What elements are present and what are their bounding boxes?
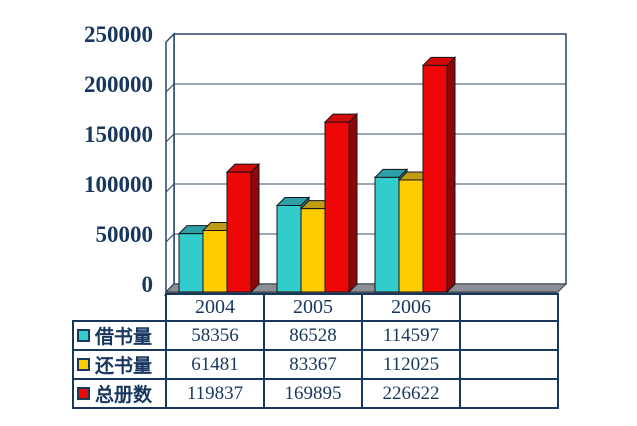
legend-swatch-return-icon xyxy=(77,358,90,371)
bars xyxy=(177,56,457,294)
legend-swatch-total-icon xyxy=(77,387,90,400)
series-label-borrow: 借书量 xyxy=(95,327,153,348)
cell-return-2006: 112025 xyxy=(361,349,461,380)
y-axis-tick xyxy=(165,33,175,43)
y-axis-tick xyxy=(165,183,175,193)
legend-item-total: 总册数 xyxy=(72,378,167,409)
cell-return-2004: 61481 xyxy=(165,349,265,380)
y-axis-tick xyxy=(165,133,175,143)
bar-总册数-2004 xyxy=(226,171,252,293)
cell-total-empty xyxy=(459,378,559,409)
bar-还书量-2004 xyxy=(202,230,228,293)
data-table: 2004 2005 2006 借书量 58356 86528 114597 还书… xyxy=(72,293,559,409)
bar-借书量-2004 xyxy=(178,233,204,293)
bar-还书量-2005 xyxy=(300,208,326,293)
bar-side-总册数-2005 xyxy=(348,112,358,294)
plot-left-wall xyxy=(165,32,175,294)
series-label-total: 总册数 xyxy=(95,385,153,406)
y-axis-label: 250000 xyxy=(84,22,153,47)
bar-总册数-2005 xyxy=(324,121,350,293)
table-header-row: 2004 2005 2006 xyxy=(73,293,559,322)
y-axis-label: 100000 xyxy=(84,172,153,197)
bar-总册数-2006 xyxy=(422,64,448,293)
category-label-2006: 2006 xyxy=(361,293,461,322)
legend-item-return: 还书量 xyxy=(72,349,167,380)
bar-还书量-2006 xyxy=(398,179,424,293)
y-axis-tick xyxy=(165,83,175,93)
chart-canvas: 250000 200000 150000 100000 50000 0 xyxy=(84,22,568,297)
cell-total-2004: 119837 xyxy=(165,378,265,409)
y-axis-labels: 250000 200000 150000 100000 50000 0 xyxy=(84,22,153,297)
cell-return-empty xyxy=(459,349,559,380)
bar-side-总册数-2006 xyxy=(446,56,456,294)
cell-borrow-empty xyxy=(459,320,559,351)
y-axis-tick xyxy=(165,233,175,243)
table-row-total: 总册数 119837 169895 226622 xyxy=(72,378,559,409)
cell-total-2005: 169895 xyxy=(263,378,363,409)
legend-item-borrow: 借书量 xyxy=(72,320,167,351)
cell-borrow-2004: 58356 xyxy=(165,320,265,351)
table-corner-blank xyxy=(73,294,166,321)
bar-side-总册数-2004 xyxy=(250,162,260,294)
y-axis-label: 200000 xyxy=(84,72,153,97)
table-row-return: 还书量 61481 83367 112025 xyxy=(72,349,559,380)
y-axis-label: 150000 xyxy=(84,122,153,147)
bar-借书量-2006 xyxy=(374,176,400,293)
cell-borrow-2005: 86528 xyxy=(263,320,363,351)
cell-return-2005: 83367 xyxy=(263,349,363,380)
category-label-2004: 2004 xyxy=(165,293,265,322)
cell-total-2006: 226622 xyxy=(361,378,461,409)
legend-swatch-borrow-icon xyxy=(77,329,90,342)
bar-借书量-2005 xyxy=(276,204,302,293)
category-label-2005: 2005 xyxy=(263,293,363,322)
cell-borrow-2006: 114597 xyxy=(361,320,461,351)
category-label-empty xyxy=(459,293,559,322)
y-axis-label: 50000 xyxy=(96,222,154,247)
series-label-return: 还书量 xyxy=(95,356,153,377)
table-row-borrow: 借书量 58356 86528 114597 xyxy=(72,320,559,351)
y-axis-label: 0 xyxy=(142,272,154,297)
